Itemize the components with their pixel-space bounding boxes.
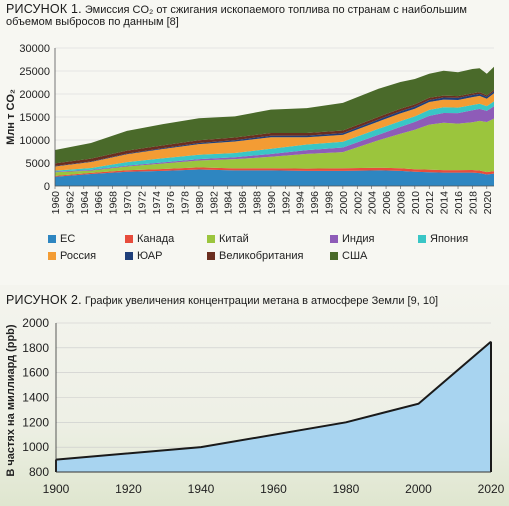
legend-item: Япония — [418, 233, 468, 245]
x-tick-label: 2002 — [352, 191, 364, 215]
x-tick-label: 1986 — [237, 191, 249, 215]
y-axis-label: Млн т CO₂ — [5, 89, 17, 145]
legend-swatch — [48, 252, 56, 260]
legend-label: США — [342, 250, 368, 262]
x-tick-label: 1994 — [295, 191, 307, 215]
legend-label: ЮАР — [137, 250, 163, 262]
legend-item: Китай — [207, 233, 249, 245]
x-tick-label: 1980 — [333, 482, 360, 496]
y-tick-label: 1200 — [22, 415, 49, 429]
area-series-Китай — [55, 118, 494, 176]
x-tick-label: 1990 — [266, 191, 278, 215]
x-tick-label: 1974 — [151, 191, 163, 215]
x-tick-label: 2006 — [381, 191, 393, 215]
methane-line — [55, 340, 492, 461]
x-tick-label: 2010 — [410, 191, 422, 215]
x-tick-label: 1964 — [79, 191, 91, 215]
x-tick-label: 1988 — [252, 191, 264, 215]
area-series-Япония — [55, 101, 494, 172]
x-tick-label: 2016 — [453, 191, 465, 215]
legend-swatch — [330, 235, 338, 243]
legend-item: ЕС — [48, 233, 75, 245]
area-series-Канада — [55, 167, 494, 177]
legend-label: Россия — [60, 250, 97, 262]
x-tick-label: 1968 — [108, 191, 120, 215]
legend-label: Китай — [219, 233, 249, 245]
y-tick-label: 25000 — [19, 66, 50, 78]
x-tick-label: 2020 — [482, 191, 494, 215]
methane-area — [56, 341, 491, 472]
x-tick-label: 1900 — [43, 482, 70, 496]
x-tick-label: 1992 — [280, 191, 292, 215]
figure2-title-prefix: РИСУНОК 2. — [6, 293, 82, 307]
x-tick-label: 1962 — [64, 191, 76, 215]
area-series-США — [55, 66, 494, 164]
x-tick-label: 1998 — [323, 191, 335, 215]
legend-swatch — [207, 252, 215, 260]
x-tick-label: 2012 — [424, 191, 436, 215]
x-tick-label: 1966 — [93, 191, 105, 215]
legend-swatch — [418, 235, 426, 243]
x-tick-label: 1960 — [260, 482, 287, 496]
y-tick-label: 0 — [44, 181, 50, 193]
x-tick-label: 2020 — [478, 482, 505, 496]
area-series-Великобритания — [55, 89, 494, 166]
x-tick-label: 1972 — [136, 191, 148, 215]
y-tick-label: 2000 — [22, 316, 49, 330]
x-tick-label: 2008 — [395, 191, 407, 215]
legend-label: Япония — [430, 233, 469, 245]
figure1-title-prefix: РИСУНОК 1. — [6, 2, 82, 16]
legend-swatch — [330, 252, 338, 260]
y-tick-label: 20000 — [19, 89, 50, 101]
x-tick-label: 1940 — [188, 482, 215, 496]
x-tick-label: 1984 — [223, 191, 235, 215]
legend-label: Великобритания — [219, 250, 304, 262]
y-tick-label: 15000 — [19, 112, 50, 124]
y-tick-label: 1000 — [22, 440, 49, 454]
y-tick-label: 1400 — [22, 391, 49, 405]
legend-swatch — [125, 252, 133, 260]
legend-item: ЮАР — [125, 250, 162, 262]
legend-item: Канада — [125, 233, 174, 245]
area-series-ЮАР — [55, 91, 494, 167]
x-tick-label: 2004 — [367, 191, 379, 215]
figure2-title-text: График увеличения концентрации метана в … — [84, 295, 439, 307]
legend-label: ЕС — [60, 233, 76, 245]
x-tick-label: 2018 — [467, 191, 479, 215]
legend-item: Великобритания — [207, 250, 303, 262]
legend-item: Индия — [330, 233, 375, 245]
y-tick-label: 10000 — [19, 135, 50, 147]
y-tick-label: 1600 — [22, 366, 49, 380]
x-tick-label: 1960 — [50, 191, 62, 215]
x-tick-label: 2000 — [338, 191, 350, 215]
legend-label: Индия — [342, 233, 375, 245]
x-tick-label: 1970 — [122, 191, 134, 215]
x-tick-label: 1982 — [208, 191, 220, 215]
area-series-ЕС — [55, 169, 494, 186]
y-tick-label: 800 — [29, 465, 49, 479]
y-tick-label: 1800 — [22, 341, 49, 355]
x-tick-label: 2000 — [405, 482, 432, 496]
figure1-title-text: Эмиссия CO₂ от сжигания ископаемого топл… — [6, 4, 467, 28]
y-axis-label: В частях на миллиард (ppb) — [5, 324, 17, 476]
x-tick-label: 2014 — [439, 191, 451, 215]
legend-swatch — [125, 235, 133, 243]
figure2-title: РИСУНОК 2. График увеличения концентраци… — [6, 294, 506, 307]
legend-swatch — [48, 235, 56, 243]
figure1-title: РИСУНОК 1. Эмиссия CO₂ от сжигания ископ… — [6, 3, 506, 28]
legend-swatch — [207, 235, 215, 243]
x-tick-label: 1996 — [309, 191, 321, 215]
x-tick-label: 1980 — [194, 191, 206, 215]
area-series-Россия — [55, 93, 494, 171]
x-tick-label: 1920 — [115, 482, 142, 496]
y-tick-label: 30000 — [19, 43, 50, 55]
y-tick-label: 5000 — [26, 158, 50, 170]
x-tick-label: 1978 — [180, 191, 192, 215]
legend-label: Канада — [137, 233, 175, 245]
x-tick-label: 1976 — [165, 191, 177, 215]
legend-item: США — [330, 250, 367, 262]
legend-item: Россия — [48, 250, 96, 262]
